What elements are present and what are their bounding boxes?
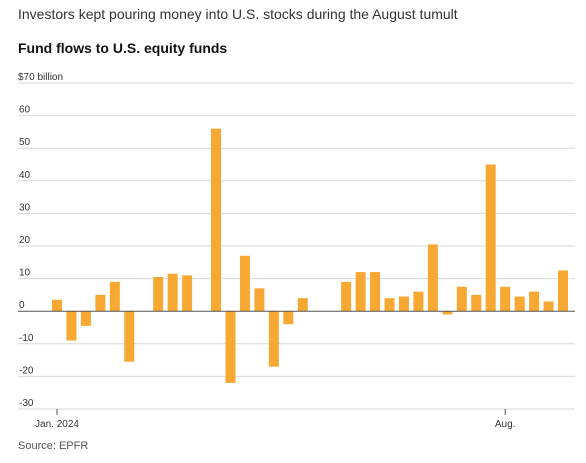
- y-tick-label: 0: [19, 300, 25, 311]
- bar: [153, 276, 164, 312]
- y-axis-unit-label: $70 billion: [18, 72, 63, 83]
- bar: [95, 294, 106, 312]
- bar: [182, 275, 193, 312]
- bar: [413, 291, 424, 312]
- headline: Investors kept pouring money into U.S. s…: [18, 6, 458, 22]
- y-tick-label: 20: [19, 235, 31, 246]
- bar: [500, 286, 511, 312]
- bar: [384, 298, 395, 312]
- bar: [239, 255, 250, 312]
- x-tick-label: Aug.: [495, 419, 516, 430]
- bar: [471, 294, 482, 312]
- grid-lines: [18, 82, 575, 410]
- bar: [442, 311, 453, 315]
- y-tick-label: -30: [19, 398, 34, 409]
- bar: [211, 128, 222, 312]
- y-tick-label: -20: [19, 365, 34, 376]
- bar: [398, 296, 409, 312]
- chart-title: Fund flows to U.S. equity funds: [18, 40, 228, 56]
- bar: [167, 273, 178, 312]
- source-note: Source: EPFR: [18, 440, 89, 452]
- bar: [254, 288, 265, 312]
- bar: [355, 272, 366, 312]
- bar: [109, 281, 120, 312]
- bar: [297, 298, 308, 312]
- bar: [456, 286, 467, 312]
- bar: [341, 281, 352, 312]
- y-tick-label: 10: [19, 268, 31, 279]
- bar: [543, 301, 554, 312]
- bars: [52, 128, 568, 383]
- bar: [529, 291, 540, 312]
- x-tick-label: Jan. 2024: [35, 419, 79, 430]
- bar: [485, 164, 496, 312]
- y-tick-label: 50: [19, 137, 31, 148]
- y-tick-label: -10: [19, 333, 34, 344]
- x-axis: Jan. 2024 Aug.: [35, 409, 515, 430]
- bar: [80, 311, 91, 326]
- y-tick-label: 30: [19, 202, 31, 213]
- y-tick-label: 40: [19, 170, 31, 181]
- bar: [52, 299, 62, 312]
- y-axis-labels: 60 50 40 30 20 10 0 -10 -20 -30: [19, 105, 34, 409]
- bar: [124, 311, 135, 362]
- bar: [514, 296, 525, 312]
- bar: [225, 311, 236, 383]
- bar: [283, 311, 294, 325]
- bar: [268, 311, 279, 367]
- bar: [66, 311, 77, 341]
- bar: [427, 244, 438, 312]
- y-tick-label: 60: [19, 105, 31, 116]
- bar: [558, 270, 568, 312]
- bar: [370, 272, 381, 312]
